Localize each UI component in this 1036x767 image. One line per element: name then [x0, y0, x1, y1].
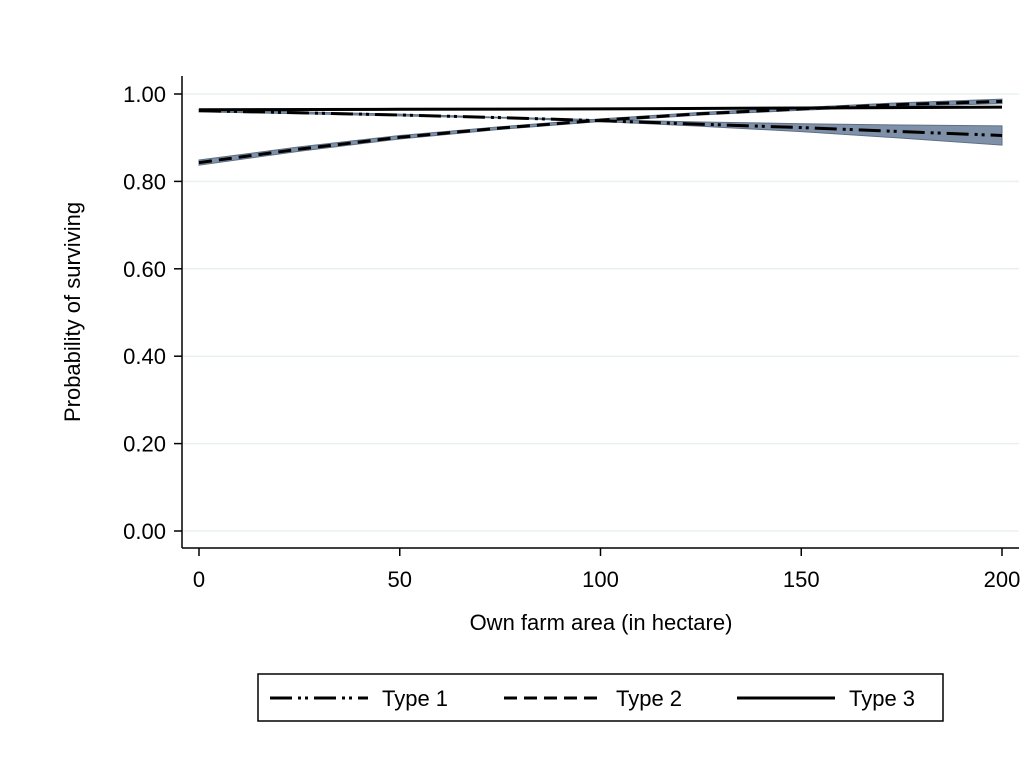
y-axis-title: Probability of surviving: [60, 202, 85, 422]
ticks: 0.00 0.20 0.40 0.60 0.80 1.00 0 50 100 150 200: [123, 82, 1020, 592]
x-axis-title: Own farm area (in hectare): [470, 610, 733, 635]
legend-label-type-3: Type 3: [849, 686, 915, 711]
gridlines: [182, 94, 1019, 531]
y-tick-label: 0.80: [123, 169, 166, 194]
legend: Type 1 Type 2 Type 3: [258, 674, 943, 721]
x-tick-label: 0: [193, 567, 205, 592]
legend-label-type-1: Type 1: [382, 686, 448, 711]
y-tick-label: 0.40: [123, 344, 166, 369]
x-tick-label: 200: [984, 567, 1021, 592]
x-tick-label: 50: [388, 567, 412, 592]
x-tick-label: 100: [582, 567, 619, 592]
legend-label-type-2: Type 2: [616, 686, 682, 711]
y-tick-label: 1.00: [123, 82, 166, 107]
y-tick-label: 0.60: [123, 257, 166, 282]
series-line-type-3: [199, 107, 1002, 110]
y-tick-label: 0.20: [123, 432, 166, 457]
confidence-band-type-1: [199, 109, 1002, 145]
y-tick-label: 0.00: [123, 519, 166, 544]
x-tick-label: 150: [783, 567, 820, 592]
